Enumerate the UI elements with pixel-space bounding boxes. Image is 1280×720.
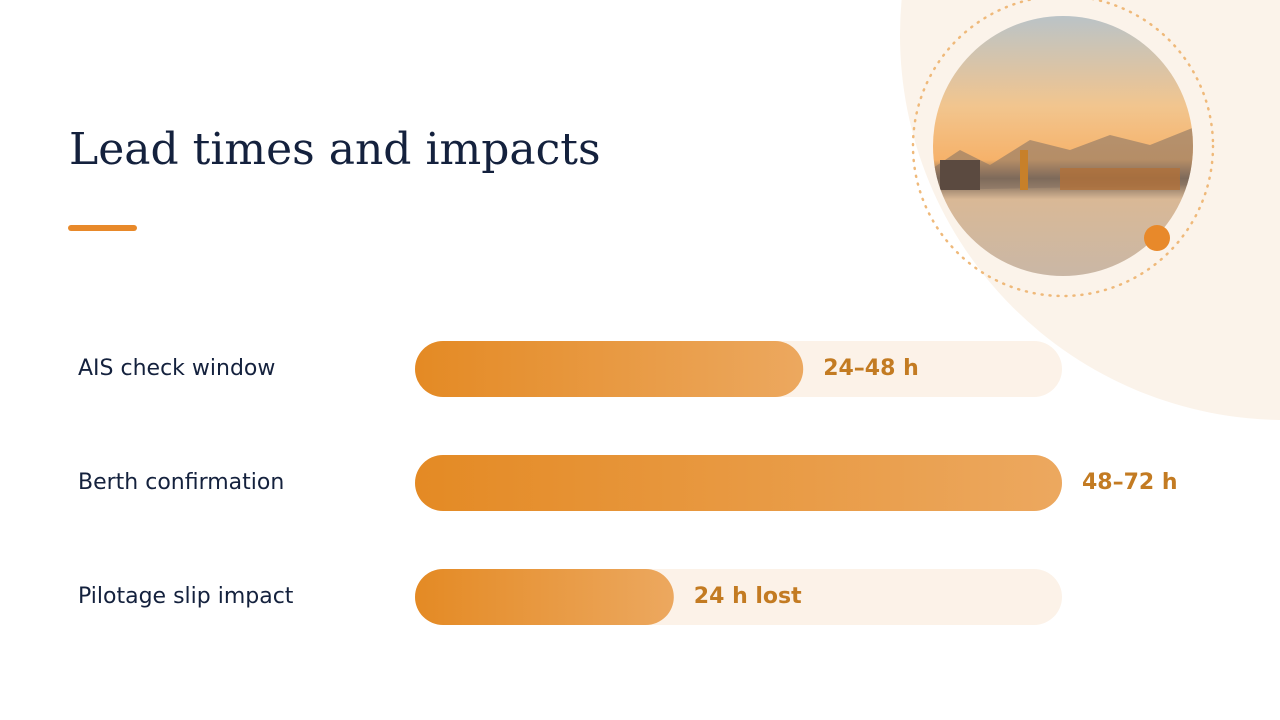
bar	[415, 569, 674, 625]
chart-title: Lead times and impacts	[69, 124, 601, 175]
port-photo	[933, 16, 1193, 276]
bar	[415, 341, 804, 397]
bar-label: 24–48 h	[823, 356, 919, 381]
bar-label: 48–72 h	[1082, 470, 1178, 495]
category-label: Pilotage slip impact	[78, 584, 294, 609]
dotted-ring	[911, 0, 1215, 298]
accent-dot	[1144, 225, 1170, 251]
title-underline	[68, 225, 137, 231]
bar-label: 24 h lost	[694, 584, 802, 609]
category-label: Berth confirmation	[78, 470, 284, 495]
category-label: AIS check window	[78, 356, 275, 381]
bar	[415, 455, 1062, 511]
